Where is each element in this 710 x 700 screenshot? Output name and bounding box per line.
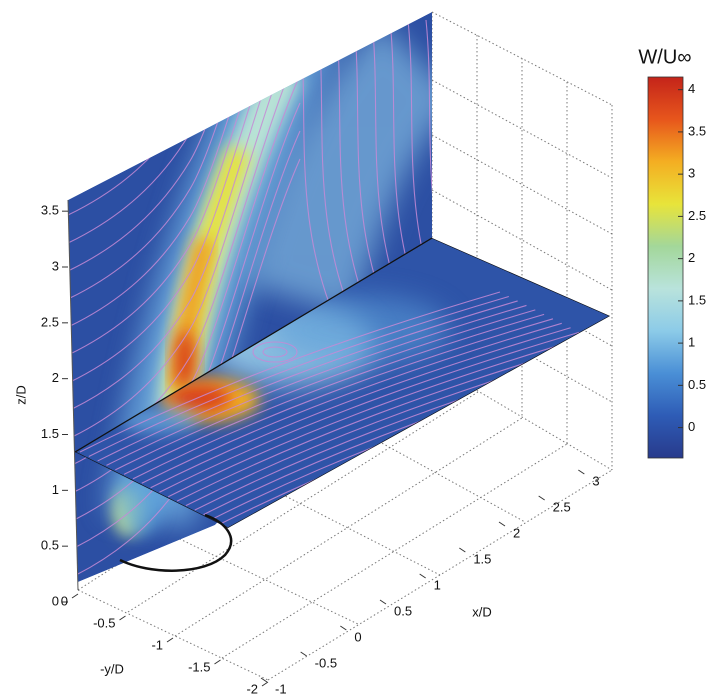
streamline — [68, 12, 301, 300]
streamline — [252, 341, 298, 363]
streamline — [68, 12, 301, 328]
colorbar-tick-label: 0.5 — [688, 377, 706, 392]
y-tick — [71, 593, 79, 599]
streamline — [425, 19, 432, 331]
y-tick-label: -2 — [246, 681, 258, 696]
z-axis-label: z/D — [13, 385, 28, 405]
colorbar-tick-label: 2 — [688, 250, 695, 265]
streamline — [115, 309, 536, 471]
y-tick — [261, 681, 269, 687]
streamline — [141, 322, 562, 484]
x-tick-label: 0.5 — [394, 603, 412, 618]
x-tick — [379, 599, 387, 605]
colorbar-title: W/U∞ — [638, 46, 691, 68]
y-tick — [214, 659, 221, 665]
streamline — [150, 327, 571, 489]
x-tick — [498, 521, 506, 527]
colorbar-tick-label: 1 — [688, 335, 695, 350]
x-tick-label: 1 — [434, 577, 441, 592]
streamline — [132, 318, 554, 480]
streamline — [88, 295, 509, 457]
z-tick-label: 1.5 — [41, 426, 59, 441]
x-tick-label: -0.5 — [315, 655, 337, 670]
colorbar-tick-label: 4 — [688, 81, 695, 96]
z-tick-label: 3 — [52, 258, 59, 273]
z-tick-label: 2 — [52, 370, 59, 385]
y-axis-label: -y/D — [100, 661, 124, 676]
y-tick-label: -0.5 — [93, 615, 115, 630]
z-axis-line — [67, 199, 79, 591]
z-tick-label: 0.5 — [41, 538, 59, 553]
streamline — [79, 291, 501, 453]
streamline — [68, 12, 301, 272]
streamline — [106, 304, 527, 466]
plane-intersection — [74, 237, 433, 453]
colorbar-tick-label: 2.5 — [688, 208, 706, 223]
x-tick-label: 3 — [592, 473, 599, 488]
streamline — [68, 18, 301, 440]
x-tick-label: 2.5 — [553, 499, 571, 514]
y-tick-label: -1.5 — [188, 659, 210, 674]
colorbar-tick-label: 1.5 — [688, 292, 706, 307]
z-tick-label: 2.5 — [41, 314, 59, 329]
y-tick-label: 0 — [61, 593, 68, 608]
x-tick — [300, 651, 307, 657]
streamline — [97, 300, 518, 462]
streamline — [159, 331, 580, 493]
z-tick-label: 1 — [52, 482, 59, 497]
x-tick — [459, 547, 466, 553]
z-tick-label: 3.5 — [41, 203, 59, 218]
y-tick-label: -1 — [151, 637, 163, 652]
x-tick-label: 1.5 — [473, 551, 491, 566]
x-tick — [578, 469, 585, 475]
z-tick-label: 0 — [52, 593, 59, 608]
colorbar-tick-label: 0 — [688, 419, 695, 434]
streamline — [123, 313, 545, 475]
y-tick — [166, 637, 174, 643]
x-tick-label: 2 — [513, 525, 520, 540]
x-tick-label: -1 — [275, 681, 287, 696]
cylinder-outline — [119, 513, 233, 572]
colorbar — [647, 76, 684, 459]
colorbar-tick-label: 3 — [688, 166, 695, 181]
x-tick — [260, 677, 268, 683]
colorbar-tick-label: 3.5 — [688, 123, 706, 138]
x-tick — [419, 573, 426, 579]
streamline — [167, 336, 589, 498]
x-axis-label: x/D — [472, 604, 492, 619]
x-tick-label: 0 — [354, 629, 361, 644]
y-tick — [119, 615, 126, 621]
streamline — [262, 346, 288, 358]
x-tick — [340, 625, 347, 631]
x-tick — [538, 495, 545, 501]
